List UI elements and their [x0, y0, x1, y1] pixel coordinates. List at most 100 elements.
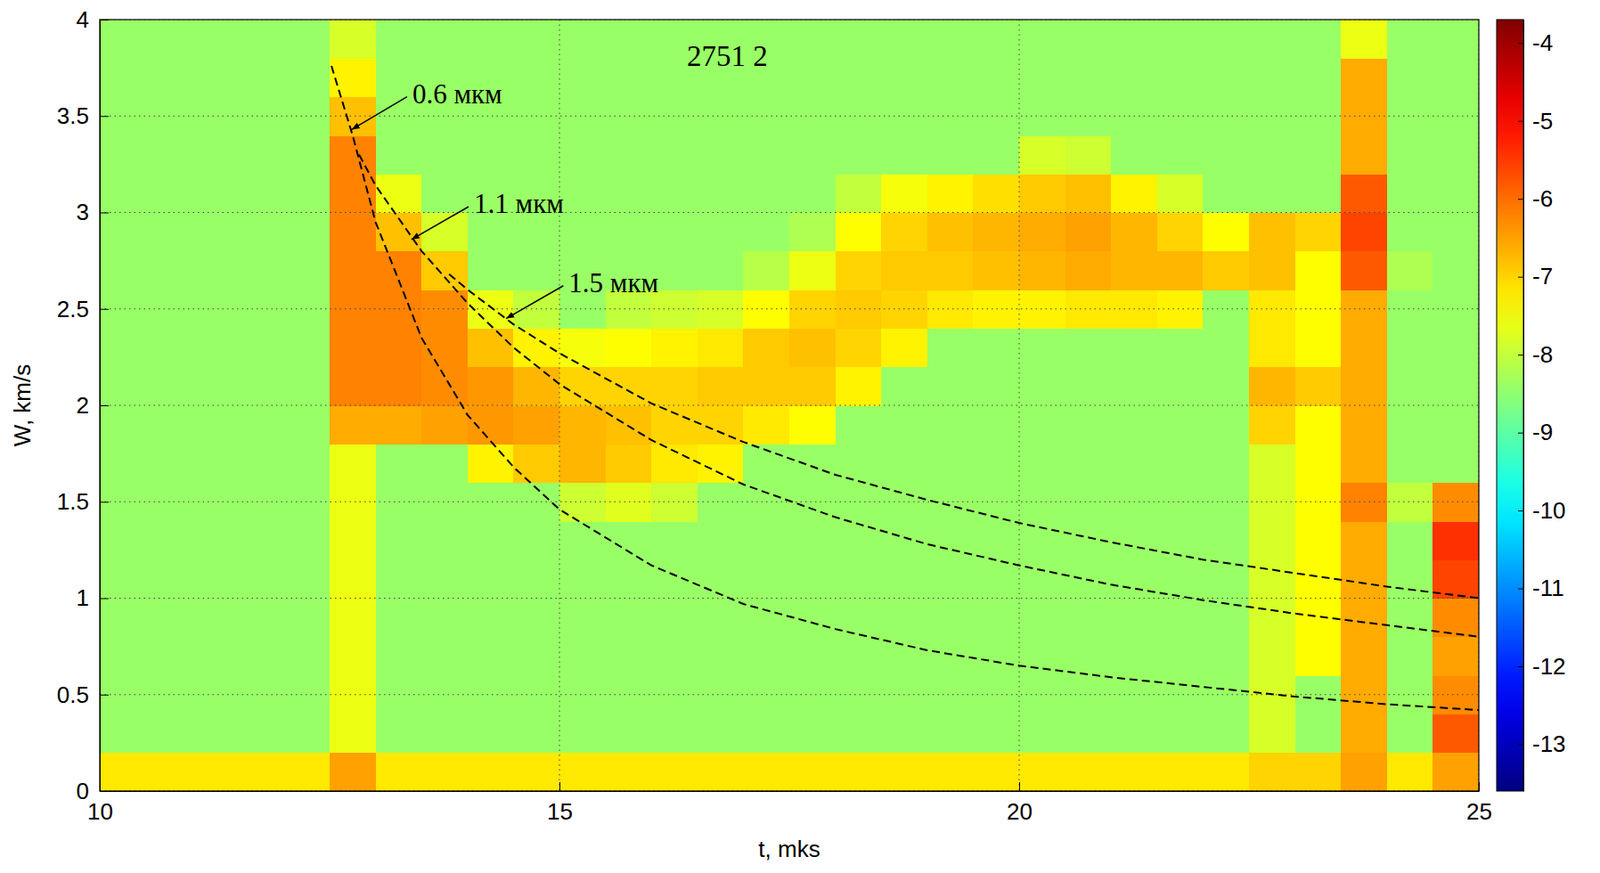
colorbar-tick-mark: [1518, 198, 1524, 200]
x-tick-label: 20: [1006, 798, 1033, 825]
heatmap-cell: [191, 405, 238, 445]
heatmap-cell: [605, 212, 653, 253]
heatmap-cell: [881, 405, 928, 445]
annotation-arrow: [411, 206, 469, 240]
heatmap-cell: [927, 212, 974, 253]
heatmap-cell: [99, 367, 147, 407]
heatmap-cell: [927, 367, 974, 407]
heatmap-cell: [1019, 19, 1066, 59]
heatmap-cell: [651, 636, 698, 677]
heatmap-cell: [375, 135, 423, 175]
heatmap-cell: [1065, 19, 1112, 59]
y-tick: 0.5: [57, 681, 109, 709]
heatmap-cell: [283, 559, 330, 599]
heatmap-cell: [237, 752, 285, 792]
heatmap-cell: [605, 521, 653, 561]
heatmap-cell: [146, 135, 193, 175]
heatmap-cell: [972, 713, 1020, 753]
heatmap-cell: [1157, 713, 1204, 753]
heatmap-cell: [742, 598, 790, 638]
heatmap-cell: [467, 713, 515, 753]
y-tick: 3.5: [57, 102, 109, 130]
heatmap-cell: [697, 367, 744, 407]
heatmap-cell: [191, 251, 238, 291]
heatmap-cell: [789, 559, 836, 599]
heatmap-cell: [146, 405, 193, 445]
heatmap-cell: [329, 675, 376, 715]
heatmap-cell: [559, 636, 606, 677]
heatmap-cell: [237, 135, 285, 175]
y-tick-mark: [99, 694, 109, 696]
heatmap-cell: [1065, 251, 1112, 291]
heatmap-cell: [651, 752, 698, 792]
heatmap-cell: [1432, 212, 1479, 253]
heatmap-cell: [1202, 251, 1249, 291]
heatmap-cell: [835, 327, 882, 368]
heatmap-cell: [1387, 559, 1434, 599]
heatmap-cell: [146, 521, 193, 561]
heatmap-cell: [835, 636, 882, 677]
heatmap-cell: [927, 405, 974, 445]
heatmap-cell: [146, 212, 193, 253]
heatmap-cell: [1110, 598, 1158, 638]
heatmap-cell: [1295, 135, 1342, 175]
colorbar-tick: -11: [1518, 574, 1565, 602]
heatmap-cell: [1340, 135, 1388, 175]
heatmap-cell: [467, 521, 515, 561]
x-tick-label: 15: [546, 798, 573, 825]
heatmap-cell: [1248, 405, 1296, 445]
heatmap-cell: [237, 212, 285, 253]
plot-area: [99, 19, 1479, 792]
heatmap-cell: [1019, 135, 1066, 175]
heatmap-cell: [237, 636, 285, 677]
annotation-arrow: [506, 285, 564, 319]
heatmap-cell: [1432, 405, 1479, 445]
heatmap-cell: [283, 327, 330, 368]
heatmap-cell: [421, 521, 468, 561]
heatmap-cell: [99, 135, 147, 175]
heatmap-cell: [513, 57, 560, 98]
grid-line-y: [99, 212, 1479, 213]
heatmap-cell: [1295, 752, 1342, 792]
heatmap-cell: [99, 521, 147, 561]
heatmap-cell: [329, 19, 376, 59]
heatmap-cell: [146, 327, 193, 368]
heatmap-cell: [237, 713, 285, 753]
heatmap-cell: [927, 675, 974, 715]
colorbar-tick: -4: [1518, 29, 1553, 57]
heatmap-cell: [1248, 135, 1296, 175]
heatmap-cell: [605, 598, 653, 638]
dashed-curve: [359, 155, 1479, 637]
heatmap-cell: [329, 289, 376, 329]
heatmap-cell: [283, 598, 330, 638]
heatmap-cell: [835, 752, 882, 792]
grid: [99, 19, 1479, 792]
heatmap-cell: [1065, 367, 1112, 407]
heatmap-cell: [559, 713, 606, 753]
y-tick-label: 4: [76, 6, 90, 33]
heatmap-cell: [972, 367, 1020, 407]
heatmap-cell: [467, 559, 515, 599]
heatmap-cell: [191, 752, 238, 792]
heatmap-cell: [651, 367, 698, 407]
colorbar-tick: -12: [1518, 653, 1567, 680]
y-tick: 0: [76, 777, 109, 805]
heatmap-cell: [191, 443, 238, 483]
heatmap-cell: [742, 173, 790, 213]
colorbar-tick: -9: [1518, 418, 1553, 446]
heatmap-cell: [421, 19, 468, 59]
heatmap-cell: [467, 19, 515, 59]
heatmap-cell: [283, 443, 330, 483]
heatmap-cell: [1340, 327, 1388, 368]
heatmap-cell: [1202, 135, 1249, 175]
heatmap-cell: [605, 752, 653, 792]
heatmap-cell: [1340, 443, 1388, 483]
heatmap-cell: [1157, 752, 1204, 792]
heatmap-cell: [651, 327, 698, 368]
heatmap-cell: [513, 443, 560, 483]
heatmap-cell: [375, 19, 423, 59]
heatmap-cell: [283, 212, 330, 253]
heatmap-cell: [881, 559, 928, 599]
heatmap-cell: [1432, 598, 1479, 638]
heatmap-cell: [329, 135, 376, 175]
